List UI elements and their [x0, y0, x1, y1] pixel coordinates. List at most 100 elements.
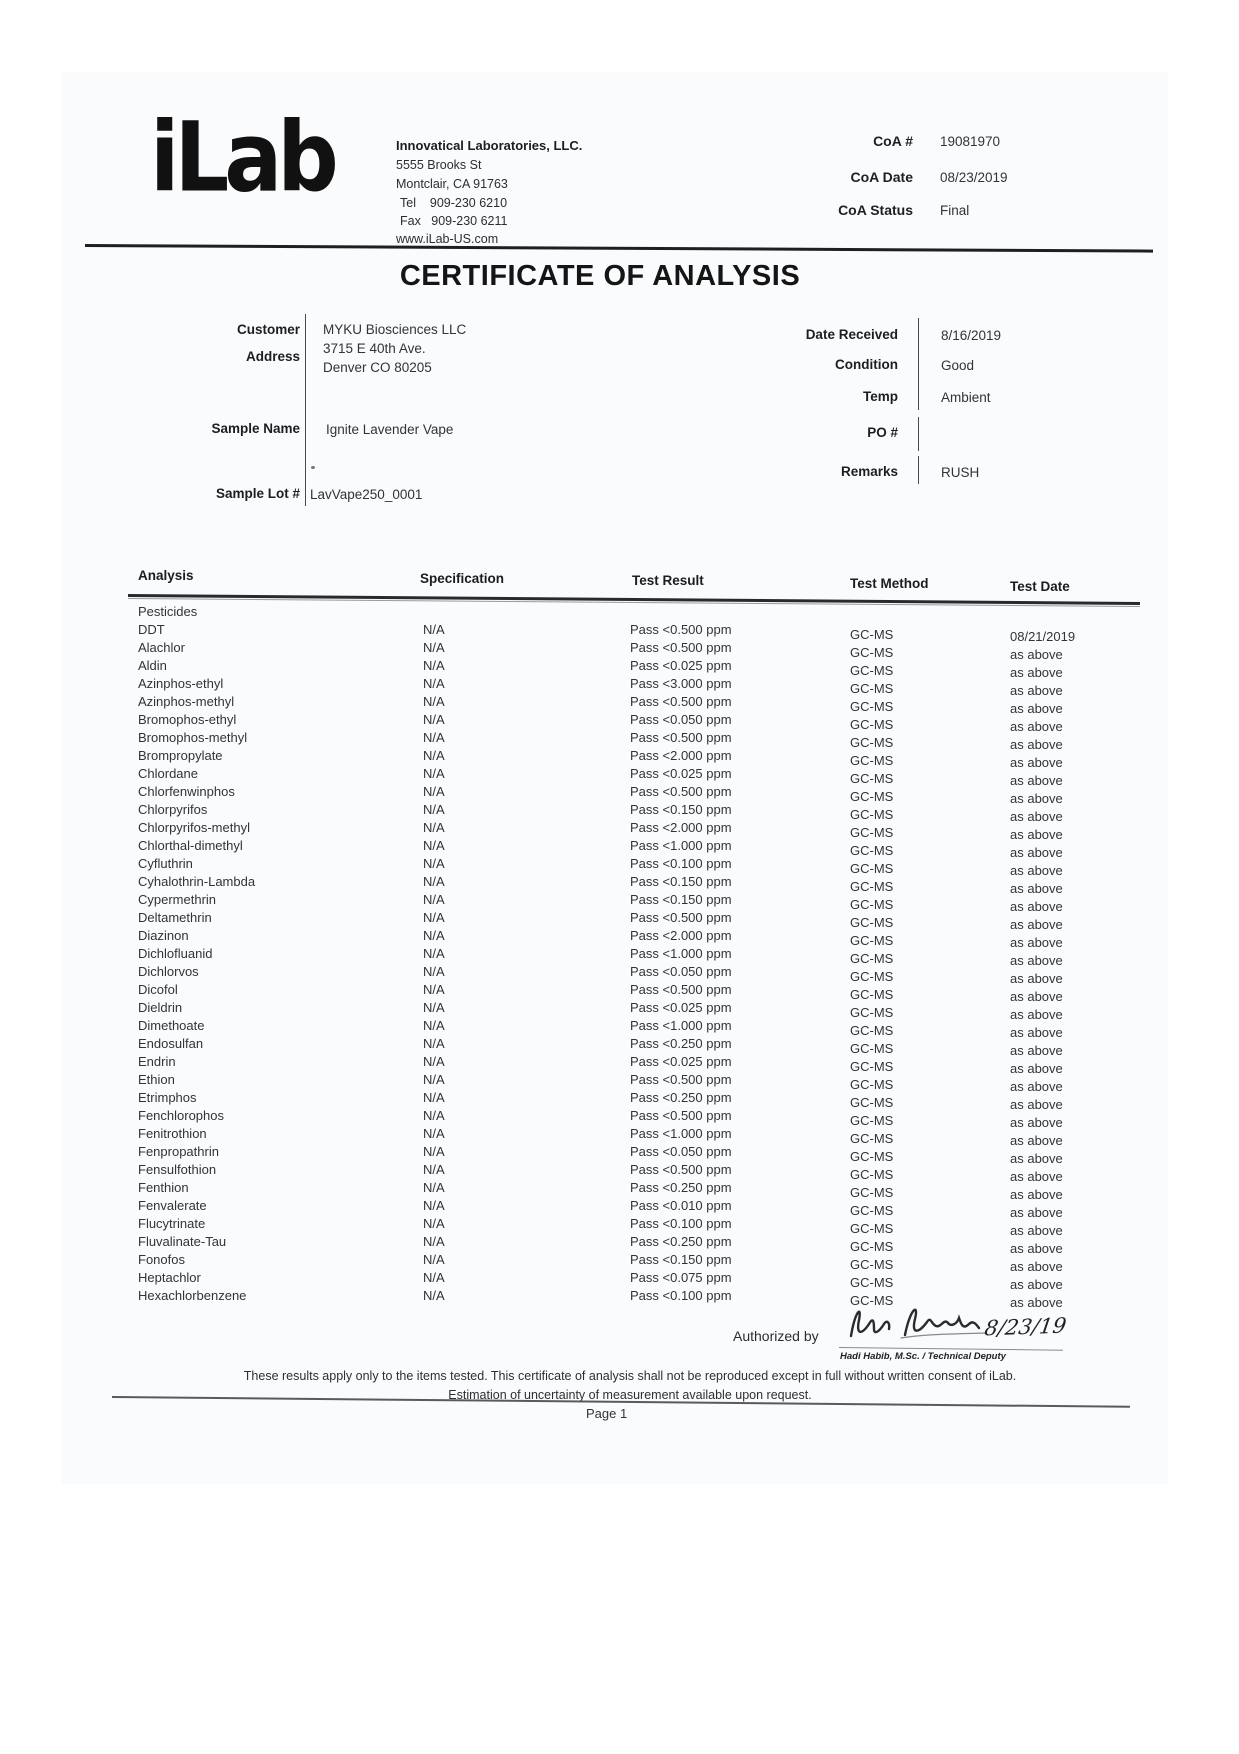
table-row: Azinphos-ethyl N/A Pass <3.000 ppm GC-MS as … [0, 676, 1140, 698]
cell-test-result: Pass <0.500 ppm [630, 694, 732, 709]
sample-name-value: Ignite Lavender Vape [326, 422, 454, 437]
cell-analysis: Cyhalothrin-Lambda [138, 874, 256, 889]
cell-specification: N/A [423, 1252, 445, 1267]
table-row: Fenthion N/A Pass <0.250 ppm GC-MS as above [0, 1180, 1140, 1202]
cell-test-method: GC-MS [850, 1005, 894, 1020]
table-row: Dieldrin N/A Pass <0.025 ppm GC-MS as above [0, 1000, 1140, 1022]
cell-specification: N/A [423, 730, 445, 745]
cell-test-result: Pass <0.500 ppm [630, 730, 732, 745]
cell-test-date: as above [1010, 1151, 1063, 1166]
table-row: DDT N/A Pass <0.500 ppm GC-MS 08/21/2019 [0, 622, 1140, 644]
cell-specification: N/A [423, 1000, 445, 1015]
cell-test-method: GC-MS [850, 627, 894, 642]
table-row: Azinphos-methyl N/A Pass <0.500 ppm GC-MS as… [0, 694, 1140, 716]
cell-test-method: GC-MS [850, 1257, 894, 1272]
cell-analysis: Bromophos-ethyl [138, 712, 237, 727]
cell-test-result: Pass <0.010 ppm [630, 1198, 732, 1213]
table-row: Flucytrinate N/A Pass <0.100 ppm GC-MS as ab… [0, 1216, 1140, 1238]
table-row: Cypermethrin N/A Pass <0.150 ppm GC-MS as ab… [0, 892, 1140, 914]
cell-test-date: as above [1010, 827, 1063, 842]
cell-specification: N/A [423, 1036, 445, 1051]
cell-test-date: as above [1010, 881, 1063, 896]
scan-artifact-dot [311, 466, 315, 469]
cell-test-date: as above [1010, 899, 1063, 914]
temp-label: Temp [862, 389, 898, 404]
cell-analysis: Dieldrin [138, 1000, 183, 1015]
cell-test-result: Pass <0.250 ppm [630, 1234, 732, 1249]
cell-test-date: as above [1010, 1007, 1063, 1022]
page-number: Page 1 [586, 1406, 628, 1421]
cell-test-result: Pass <0.250 ppm [630, 1036, 732, 1051]
group-label: Pesticides [138, 604, 198, 619]
cell-analysis: Chlorfenwinphos [138, 784, 235, 799]
cell-analysis: Flucytrinate [138, 1216, 206, 1231]
cell-test-method: GC-MS [850, 663, 894, 678]
cell-test-date: as above [1010, 683, 1063, 698]
company-tel: Tel 909-230 6210 [400, 196, 508, 210]
cell-test-method: GC-MS [850, 1203, 894, 1218]
cell-specification: N/A [423, 1144, 445, 1159]
cell-specification: N/A [423, 1108, 445, 1123]
cell-test-method: GC-MS [850, 681, 894, 696]
column-header-test-method: Test Method [850, 576, 929, 591]
cell-test-result: Pass <3.000 ppm [630, 676, 732, 691]
cell-analysis: Fonofos [138, 1252, 185, 1267]
cell-analysis: Endrin [138, 1054, 176, 1069]
signer-title: Hadi Habib, M.Sc. / Technical Deputy [840, 1351, 1006, 1362]
cell-test-result: Pass <0.025 ppm [630, 658, 732, 673]
table-row: Chlorpyrifos-methyl N/A Pass <2.000 ppm GC-… [0, 820, 1140, 842]
cell-specification: N/A [423, 1162, 445, 1177]
customer-label: Customer [236, 322, 300, 337]
cell-test-method: GC-MS [850, 951, 894, 966]
cell-test-result: Pass <0.050 ppm [630, 1144, 732, 1159]
cell-test-result: Pass <0.150 ppm [630, 1252, 732, 1267]
cell-analysis: Aldin [138, 658, 167, 673]
cell-test-date: as above [1010, 1187, 1063, 1202]
table-row: Fenchlorophos N/A Pass <0.500 ppm GC-MS as a… [0, 1108, 1140, 1130]
cell-test-result: Pass <0.500 ppm [630, 622, 732, 637]
table-row: Fenpropathrin N/A Pass <0.050 ppm GC-MS as a… [0, 1144, 1140, 1166]
remarks-label: Remarks [840, 464, 898, 479]
cell-test-method: GC-MS [850, 1095, 894, 1110]
table-row: Bromophos-methyl N/A Pass <0.500 ppm GC-MS a… [0, 730, 1140, 752]
cell-test-method: GC-MS [850, 1149, 894, 1164]
cell-specification: N/A [423, 1018, 445, 1033]
table-row: Deltamethrin N/A Pass <0.500 ppm GC-MS as ab… [0, 910, 1140, 932]
cell-test-date: as above [1010, 989, 1063, 1004]
company-name: Innovatical Laboratories, LLC. [396, 138, 583, 153]
signature-date-handwritten: 8/23/19 [983, 1313, 1068, 1341]
cell-test-method: GC-MS [850, 789, 894, 804]
table-row: Fonofos N/A Pass <0.150 ppm GC-MS as above [0, 1252, 1140, 1274]
cell-analysis: Heptachlor [138, 1270, 201, 1285]
table-row: Endosulfan N/A Pass <0.250 ppm GC-MS as abov… [0, 1036, 1140, 1058]
cell-test-result: Pass <1.000 ppm [630, 1126, 732, 1141]
date-received-label: Date Received [805, 327, 898, 342]
cell-analysis: Fluvalinate-Tau [138, 1234, 227, 1249]
cell-test-method: GC-MS [850, 987, 894, 1002]
table-row: Chlorthal-dimethyl N/A Pass <1.000 ppm GC-M… [0, 838, 1140, 860]
cell-test-method: GC-MS [850, 915, 894, 930]
table-row: Chlordane N/A Pass <0.025 ppm GC-MS as above [0, 766, 1140, 788]
address-label: Address [245, 349, 300, 364]
cell-specification: N/A [423, 1072, 445, 1087]
cell-specification: N/A [423, 1234, 445, 1249]
cell-test-date: as above [1010, 1259, 1063, 1274]
cell-test-date: as above [1010, 647, 1063, 662]
address-line2: Denver CO 80205 [323, 360, 432, 375]
cell-test-method: GC-MS [850, 1023, 894, 1038]
cell-specification: N/A [423, 856, 445, 871]
address-line1: 3715 E 40th Ave. [323, 341, 426, 356]
cell-test-result: Pass <0.050 ppm [630, 712, 732, 727]
cell-test-method: GC-MS [850, 1059, 894, 1074]
cell-test-result: Pass <1.000 ppm [630, 838, 732, 853]
cell-test-date: as above [1010, 1061, 1063, 1076]
cell-specification: N/A [423, 1288, 445, 1303]
condition-value: Good [941, 358, 975, 373]
cell-specification: N/A [423, 892, 445, 907]
remarks-value: RUSH [941, 465, 980, 480]
condition-label: Condition [835, 357, 898, 372]
company-website: www.iLab-US.com [396, 232, 499, 246]
company-block: Innovatical Laboratories, LLC. 5555 Broo… [396, 138, 582, 246]
cell-test-result: Pass <0.075 ppm [630, 1270, 732, 1285]
